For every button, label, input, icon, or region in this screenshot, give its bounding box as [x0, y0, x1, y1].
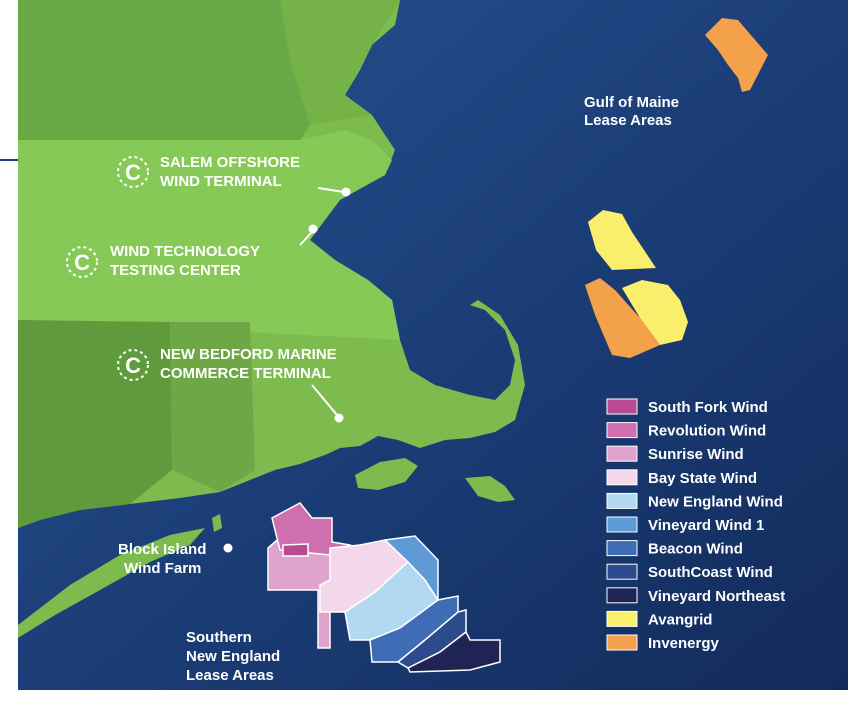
invenergy-lease — [585, 278, 660, 358]
avangrid-lease-south — [622, 280, 688, 345]
legend-label: Vineyard Wind 1 — [648, 517, 764, 534]
legend-swatch — [606, 445, 638, 462]
legend-label: South Fork Wind — [648, 399, 768, 416]
svg-text:C: C — [125, 353, 141, 378]
nantucket — [465, 476, 515, 502]
legend-swatch — [606, 469, 638, 486]
legend-swatch — [606, 398, 638, 415]
sne-lease-areas — [267, 502, 501, 673]
terminal-c-icon: C — [117, 349, 149, 381]
terminal-markers — [223, 187, 351, 553]
terminal-label-3b: COMMERCE TERMINAL — [160, 365, 331, 382]
ri-region — [170, 322, 255, 492]
svg-text:C: C — [125, 160, 141, 185]
legend-swatch — [606, 492, 638, 509]
legend-swatch — [606, 540, 638, 557]
legend-label: Revolution Wind — [648, 423, 766, 440]
nh-region — [280, 0, 400, 125]
gulf-label-1: Gulf of Maine — [584, 94, 679, 111]
avangrid-lease-north — [588, 210, 656, 270]
marthas-vineyard — [355, 458, 418, 490]
legend-swatch — [606, 587, 638, 604]
block-label-2: Wind Farm — [124, 560, 201, 577]
gulf-of-maine-lease — [705, 18, 768, 92]
terminal-label-2b: TESTING CENTER — [110, 262, 241, 279]
legend-label: Beacon Wind — [648, 541, 743, 558]
ct-region — [18, 320, 172, 528]
block-island — [212, 514, 222, 532]
legend-label: Avangrid — [648, 611, 712, 628]
sne-label-1: Southern — [186, 629, 252, 646]
svg-text:C: C — [74, 250, 90, 275]
legend-label: Vineyard Northeast — [648, 588, 785, 605]
terminal-label-1b: WIND TERMINAL — [160, 173, 282, 190]
terminal-label-2a: WIND TECHNOLOGY — [110, 243, 260, 260]
legend-swatch — [606, 422, 638, 439]
legend: South Fork Wind Revolution Wind Sunrise Wi… — [606, 398, 785, 652]
terminal-label-1a: SALEM OFFSHORE — [160, 154, 300, 171]
legend-label: New England Wind — [648, 493, 783, 510]
legend-swatch — [606, 516, 638, 533]
ma-region — [18, 130, 400, 340]
legend-swatch — [606, 563, 638, 580]
sne-label-2: New England — [186, 648, 280, 665]
terminal-c-icon: C — [66, 246, 98, 278]
legend-label: SouthCoast Wind — [648, 564, 773, 581]
terminal-c-icon: C — [117, 156, 149, 188]
legend-label: Bay State Wind — [648, 470, 757, 487]
long-island — [18, 528, 205, 638]
gulf-label-2: Lease Areas — [584, 112, 672, 129]
legend-label: Invenergy — [648, 635, 720, 652]
block-label-1: Block Island — [118, 541, 206, 558]
legend-swatch — [606, 634, 638, 651]
sne-label-3: Lease Areas — [186, 667, 274, 684]
terminal-label-3a: NEW BEDFORD MARINE — [160, 346, 337, 363]
legend-label: Sunrise Wind — [648, 446, 744, 463]
legend-swatch — [606, 610, 638, 627]
